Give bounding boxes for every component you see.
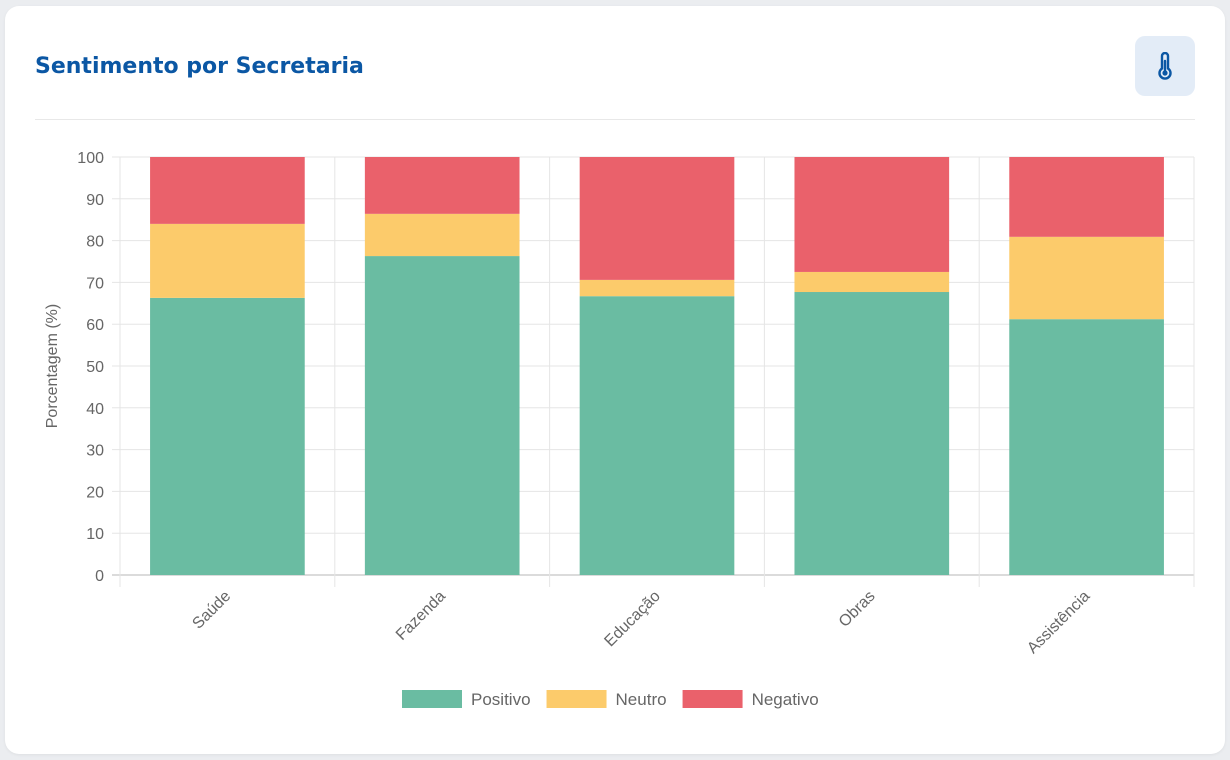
bar-neutro[interactable] (364, 213, 520, 257)
legend: Positivo Neutro Negativo (402, 690, 819, 709)
bar-negativo[interactable] (794, 157, 950, 272)
bar-positivo[interactable] (150, 297, 305, 575)
bar-negativo[interactable] (150, 157, 305, 224)
bar-positivo[interactable] (794, 292, 950, 575)
legend-label: Positivo (471, 690, 531, 709)
legend-label: Negativo (752, 690, 819, 709)
y-tick-label: 40 (86, 401, 104, 418)
legend-item-neutro[interactable]: Neutro (546, 690, 667, 709)
x-tick-label: Assistência (1024, 588, 1093, 657)
y-tick-label: 10 (86, 526, 104, 543)
bar-negativo[interactable] (1009, 157, 1164, 237)
bar-neutro[interactable] (794, 271, 950, 293)
bar-positivo[interactable] (364, 256, 520, 575)
legend-item-positivo[interactable]: Positivo (402, 690, 531, 709)
bar-neutro[interactable] (579, 279, 735, 297)
y-tick-label: 30 (86, 443, 104, 460)
legend-swatch (682, 690, 743, 708)
y-tick-label: 100 (77, 150, 104, 167)
y-tick-label: 70 (86, 275, 104, 292)
thermometer-button[interactable] (1135, 36, 1195, 96)
header-divider (35, 119, 1195, 120)
y-axis-label: Porcentagem (%) (44, 304, 61, 429)
legend-item-negativo[interactable]: Negativo (682, 690, 819, 709)
legend-swatch (402, 690, 462, 708)
y-tick-label: 0 (95, 568, 104, 585)
card-title: Sentimento por Secretaria (35, 54, 364, 79)
thermometer-icon (1158, 52, 1172, 80)
y-tick-label: 60 (86, 317, 104, 334)
y-tick-label: 20 (86, 484, 104, 501)
bar-neutro[interactable] (1009, 236, 1164, 320)
legend-swatch (546, 690, 607, 708)
legend-label: Neutro (616, 690, 667, 709)
y-axis-ticks: 0 10 20 30 40 50 60 70 80 90 100 (77, 150, 104, 585)
y-tick-label: 90 (86, 192, 104, 209)
bars (150, 157, 1164, 575)
bar-negativo[interactable] (364, 157, 520, 214)
y-tick-label: 50 (86, 359, 104, 376)
x-tick-label: Educação (601, 588, 663, 650)
x-tick-label: Fazenda (393, 588, 449, 644)
bar-negativo[interactable] (579, 157, 735, 280)
x-tick-label: Obras (836, 588, 879, 631)
x-tick-label: Saúde (189, 588, 234, 633)
bar-neutro[interactable] (150, 223, 305, 298)
bar-positivo[interactable] (1009, 319, 1164, 575)
y-tick-label: 80 (86, 234, 104, 251)
x-axis-ticks: Saúde Fazenda Educação Obras Assistência (189, 588, 1093, 657)
bar-positivo[interactable] (579, 296, 735, 575)
